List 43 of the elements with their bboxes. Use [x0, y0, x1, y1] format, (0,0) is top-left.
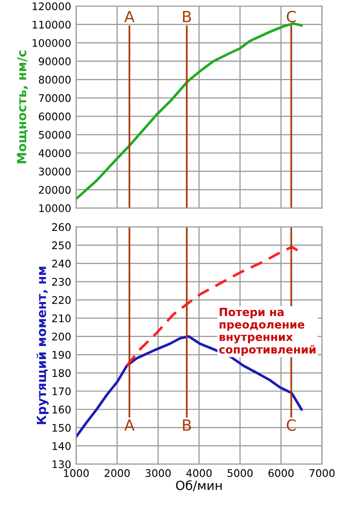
- y-tick-label: 50000: [38, 130, 71, 139]
- y-tick-label: 260: [52, 223, 71, 232]
- y-tick-label: 10000: [39, 204, 71, 212]
- x-tick-label: 5000: [228, 469, 253, 478]
- y-tick-label: 80000: [38, 76, 71, 84]
- y-tick-label: 30000: [38, 168, 71, 176]
- x-tick-label: 2000: [104, 469, 130, 478]
- y-axis-title: Мощность, нм/с: [17, 50, 28, 164]
- x-tick-label: 3000: [146, 469, 171, 478]
- y-tick-label: 20000: [38, 186, 71, 194]
- y-tick-label: 100000: [32, 39, 71, 47]
- y-tick-label: 150: [52, 424, 71, 432]
- x-axis-title: Об/мин: [176, 480, 222, 492]
- x-tick-label: 6000: [268, 469, 294, 478]
- x-tick-label: 1000: [64, 469, 89, 478]
- y-tick-label: 250: [52, 241, 71, 250]
- y-tick-label: 220: [52, 296, 71, 304]
- y-tick-label: 140: [52, 442, 71, 450]
- y-tick-label: 230: [52, 278, 71, 286]
- x-tick-label: 7000: [310, 469, 335, 478]
- x-tick-label: 4000: [186, 469, 212, 478]
- ref-line-label: A: [124, 420, 135, 431]
- y-tick-label: 130: [52, 460, 71, 468]
- y-tick-label: 60000: [38, 112, 71, 120]
- y-axis-title: Крутящий момент, нм: [36, 266, 49, 424]
- y-tick-label: 170: [52, 387, 71, 396]
- y-tick-label: 90000: [38, 57, 71, 66]
- y-tick-label: 40000: [38, 149, 71, 158]
- y-tick-label: 240: [52, 260, 71, 268]
- y-tick-label: 190: [52, 350, 71, 359]
- ref-line-label: B: [183, 420, 191, 431]
- y-tick-label: 210: [52, 314, 71, 322]
- y-tick-label: 180: [52, 369, 71, 377]
- ref-line-label: C: [286, 419, 296, 431]
- ref-line-label: A: [124, 10, 135, 22]
- annotation: Потери на преодоление внутренних сопротивлений: [219, 308, 316, 356]
- y-tick-label: 110000: [32, 20, 71, 29]
- ref-line-label: B: [183, 10, 191, 22]
- y-tick-label: 70000: [39, 94, 71, 102]
- ref-line-label: C: [286, 10, 296, 22]
- y-tick-label: 200: [52, 332, 71, 341]
- y-tick-label: 120000: [32, 2, 71, 10]
- y-tick-label: 160: [52, 406, 71, 414]
